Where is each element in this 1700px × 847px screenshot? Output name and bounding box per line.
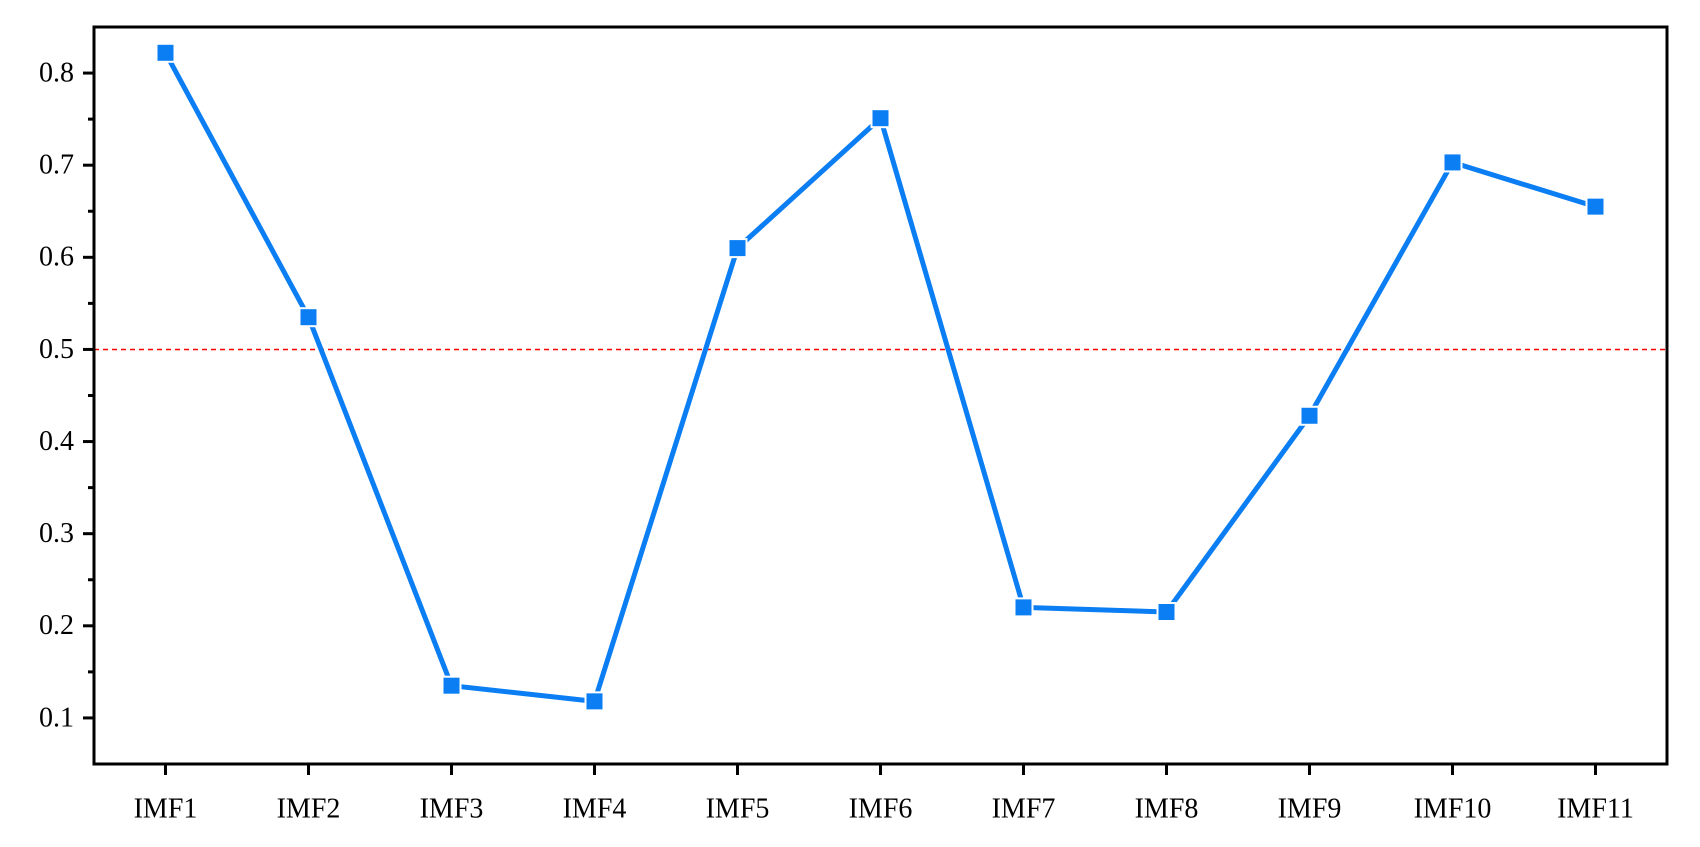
y-tick-label: 0.2 <box>39 610 74 641</box>
x-tick-label: IMF2 <box>277 793 341 824</box>
marker <box>155 42 176 63</box>
marker <box>1299 405 1320 426</box>
plot-frame <box>92 25 1669 766</box>
x-tick-label: IMF4 <box>563 793 627 824</box>
y-tick-label: 0.8 <box>39 57 74 88</box>
x-tick-label: IMF9 <box>1278 793 1342 824</box>
marker <box>1156 601 1177 622</box>
x-tick-label: IMF3 <box>420 793 484 824</box>
x-tick-label: IMF6 <box>849 793 913 824</box>
marker <box>727 238 748 259</box>
y-tick-label: 0.5 <box>39 334 74 365</box>
marker <box>870 108 891 129</box>
x-tick-label: IMF10 <box>1414 793 1492 824</box>
x-tick-label: IMF8 <box>1135 793 1199 824</box>
y-tick-label: 0.3 <box>39 518 74 549</box>
y-tick-label: 0.4 <box>39 426 74 457</box>
x-tick-label: IMF7 <box>992 793 1056 824</box>
marker <box>584 691 605 712</box>
y-tick-label: 0.7 <box>39 150 74 181</box>
marker <box>1585 196 1606 217</box>
x-tick-label: IMF11 <box>1557 793 1634 824</box>
x-tick-label: IMF5 <box>706 793 770 824</box>
series-line <box>163 51 1597 704</box>
marker <box>441 675 462 696</box>
marker <box>1442 152 1463 173</box>
x-tick-label: IMF1 <box>134 793 198 824</box>
y-tick-label: 0.6 <box>39 242 74 273</box>
marker <box>298 307 319 328</box>
marker <box>1013 597 1034 618</box>
y-tick-label: 0.1 <box>39 702 74 733</box>
